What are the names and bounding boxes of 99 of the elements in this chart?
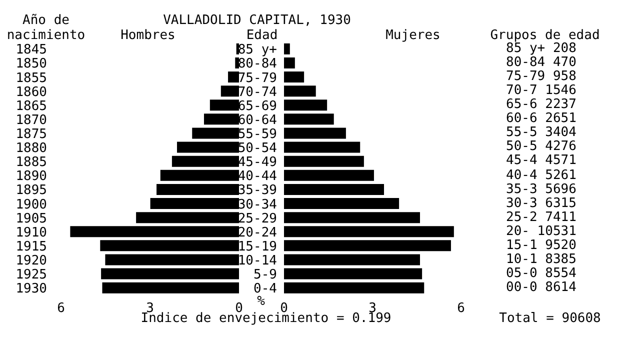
y-tick-label: 10-14	[238, 253, 278, 268]
chart-title: VALLADOLID CAPITAL, 1930	[163, 13, 351, 29]
bar	[105, 254, 239, 266]
y-tick-label: 1910	[16, 225, 47, 240]
y-tick-label: 1870	[16, 112, 47, 128]
bar	[284, 142, 360, 153]
bar	[284, 212, 420, 224]
bar	[102, 282, 239, 294]
bar	[100, 240, 239, 252]
category-label: 75-79 958	[506, 69, 576, 84]
y-tick-label: 70-74	[238, 84, 278, 100]
bar	[172, 156, 239, 167]
x-axis-title: %	[257, 294, 265, 310]
category-label: 40-4 5261	[506, 168, 576, 183]
text: Grupos de edad	[490, 28, 600, 43]
y-tick-label: 25-29	[238, 211, 277, 226]
bar	[160, 170, 239, 181]
bar	[156, 184, 239, 195]
y-axis-title: Año de nacimiento	[6, 13, 86, 43]
y-tick-label: 30-34	[238, 197, 278, 212]
category-label: 80-84 470	[506, 55, 576, 70]
category-label: 15-1 9520	[506, 238, 576, 253]
bar	[284, 170, 374, 181]
bar	[101, 268, 239, 280]
bar	[284, 128, 346, 139]
y-tick-label: 1915	[16, 239, 47, 254]
y-tick-label: 15-19	[238, 239, 277, 254]
bar	[284, 282, 424, 294]
bar	[176, 142, 239, 153]
y-tick-label: 1930	[16, 282, 47, 297]
y-tick-label: 65-69	[238, 98, 277, 114]
category-label: 35-3 5696	[506, 182, 576, 197]
y-tick-label: 1850	[16, 56, 47, 72]
bar	[70, 226, 239, 238]
bar	[192, 128, 239, 139]
y-tick-label: 1895	[16, 183, 47, 198]
bar	[284, 43, 290, 54]
bar	[284, 254, 420, 266]
y-tick-label: 1885	[16, 155, 47, 170]
category-label: 10-1 8385	[506, 252, 576, 267]
y-tick-label: 20-24	[238, 225, 278, 240]
y-tick-label: 50-54	[238, 141, 278, 156]
y-tick-label: 45-49	[238, 155, 277, 170]
category-label: 05-0 8554	[506, 266, 576, 281]
category-label: 00-0 8614	[506, 280, 576, 296]
category-label: 70-7 1546	[506, 83, 576, 98]
bar	[284, 156, 364, 167]
y-tick-label: 55-59	[238, 126, 277, 142]
y-tick-label: 1865	[16, 98, 47, 114]
y-tick-label: 1925	[16, 268, 47, 283]
category-label: 20- 10531	[506, 224, 576, 239]
chart-subtitle: Hombres	[120, 28, 176, 44]
y-tick-label: 85 y+	[238, 42, 278, 58]
category-label: 25-2 7411	[506, 210, 576, 225]
bar	[284, 114, 334, 125]
y-tick-label: 1860	[16, 84, 47, 100]
y-tick-label: 80-84	[238, 56, 278, 72]
x-tick-label: 6	[57, 301, 65, 316]
x-tick-label: 6	[457, 301, 465, 316]
category-label: 50-5 4276	[506, 139, 576, 154]
bar	[210, 100, 239, 111]
y-tick-label: 1875	[16, 126, 47, 142]
category-label: 45-4 4571	[506, 153, 576, 169]
y-tick-label: 5-9	[254, 268, 277, 283]
y-tick-label: 1880	[16, 141, 47, 156]
y-tick-label: 35-39	[238, 183, 277, 198]
category-label: 60-6 2651	[506, 111, 576, 126]
bar	[284, 240, 451, 252]
y-tick-label: 1920	[16, 253, 47, 268]
y-tick-label: 40-44	[238, 169, 278, 184]
bar	[284, 268, 422, 280]
bar	[284, 57, 295, 68]
bar	[284, 100, 328, 111]
category-label: 65-6 2237	[506, 97, 576, 112]
y-axis-title: Edad	[246, 28, 278, 44]
bar	[284, 86, 316, 97]
text: Total = 90608	[499, 311, 601, 327]
bar	[284, 72, 304, 83]
y-tick-label: 60-64	[238, 112, 278, 128]
bar	[284, 184, 384, 195]
bar	[284, 226, 454, 238]
category-label: 55-5 3404	[506, 125, 576, 140]
y-tick-label: 1855	[16, 70, 47, 86]
y-tick-label: 0-4	[254, 282, 278, 297]
category-label: 85 y+ 208	[506, 41, 576, 56]
bar	[136, 212, 239, 224]
y-tick-label: 75-79	[238, 70, 277, 86]
bar	[204, 114, 239, 125]
y-tick-label: 1890	[16, 169, 47, 184]
y-tick-label: 1845	[16, 42, 47, 58]
category-label: 30-3 6315	[506, 196, 576, 211]
bar	[150, 198, 239, 210]
chart-subtitle: Mujeres	[386, 28, 440, 44]
bar	[235, 57, 239, 68]
bar	[284, 198, 400, 210]
y-tick-label: 1905	[16, 211, 47, 226]
bar	[228, 72, 239, 83]
y-tick-label: 1900	[16, 197, 47, 212]
bar	[220, 86, 239, 97]
